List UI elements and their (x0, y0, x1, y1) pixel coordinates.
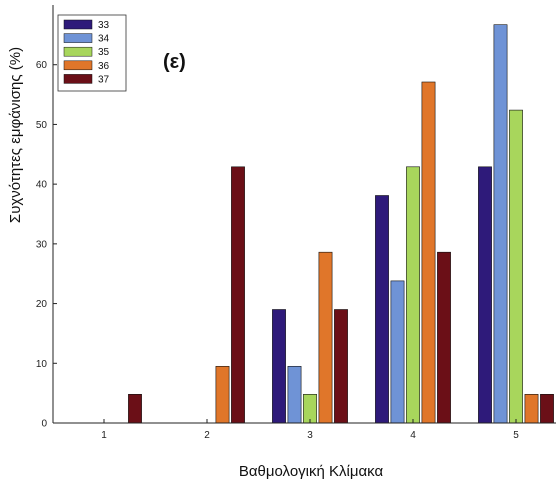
x-tick-label-2: 2 (204, 430, 210, 441)
panel-label: (ε) (163, 51, 186, 73)
x-tick-label-4: 4 (410, 430, 416, 441)
legend-swatch-35 (63, 46, 93, 57)
bar-37-4 (437, 251, 451, 424)
legend-label-36: 36 (98, 61, 110, 72)
x-tick-label-3: 3 (307, 430, 313, 441)
legend-swatch-33 (63, 19, 93, 30)
bar-34-4 (390, 280, 405, 424)
bar-37-2 (231, 166, 245, 424)
legend-label-37: 37 (98, 74, 110, 85)
bar-36-2 (215, 365, 230, 424)
bar-37-5 (540, 393, 554, 424)
legend-label-35: 35 (98, 47, 110, 58)
bar-35-5 (509, 109, 523, 424)
bar-37-3 (334, 309, 348, 424)
y-tick-label-20: 20 (36, 299, 48, 310)
legend-label-33: 33 (98, 20, 110, 31)
bar-36-4 (421, 81, 436, 424)
bar-34-5 (493, 24, 508, 424)
x-axis-label: Βαθμολογική Κλίμακα (239, 463, 384, 480)
bar-35-4 (406, 166, 420, 424)
y-tick-label-60: 60 (36, 60, 48, 71)
y-tick-label-40: 40 (36, 180, 48, 191)
bar-33-5 (478, 166, 492, 424)
legend-swatch-37 (63, 74, 93, 84)
bars-group (128, 24, 554, 424)
x-tick-label-5: 5 (513, 430, 519, 441)
bar-37-1 (128, 393, 142, 424)
y-tick-label-30: 30 (36, 239, 48, 250)
y-tick-label-10: 10 (36, 359, 48, 370)
bar-33-4 (375, 195, 389, 424)
y-axis-label: Συχνότητες εμφάνισης (%) (7, 47, 24, 223)
y-tick-label-50: 50 (36, 120, 48, 131)
bar-33-3 (272, 309, 286, 424)
bar-34-3 (287, 365, 302, 424)
bar-36-3 (318, 251, 333, 424)
x-tick-label-1: 1 (101, 430, 107, 441)
legend-swatch-34 (63, 33, 93, 43)
bar-35-3 (303, 393, 317, 424)
bar-36-5 (524, 393, 539, 424)
legend: 33 34 35 36 37 (57, 14, 127, 92)
legend-label-34: 34 (98, 34, 110, 45)
legend-swatch-36 (63, 60, 93, 71)
y-tick-label-0: 0 (41, 419, 47, 430)
